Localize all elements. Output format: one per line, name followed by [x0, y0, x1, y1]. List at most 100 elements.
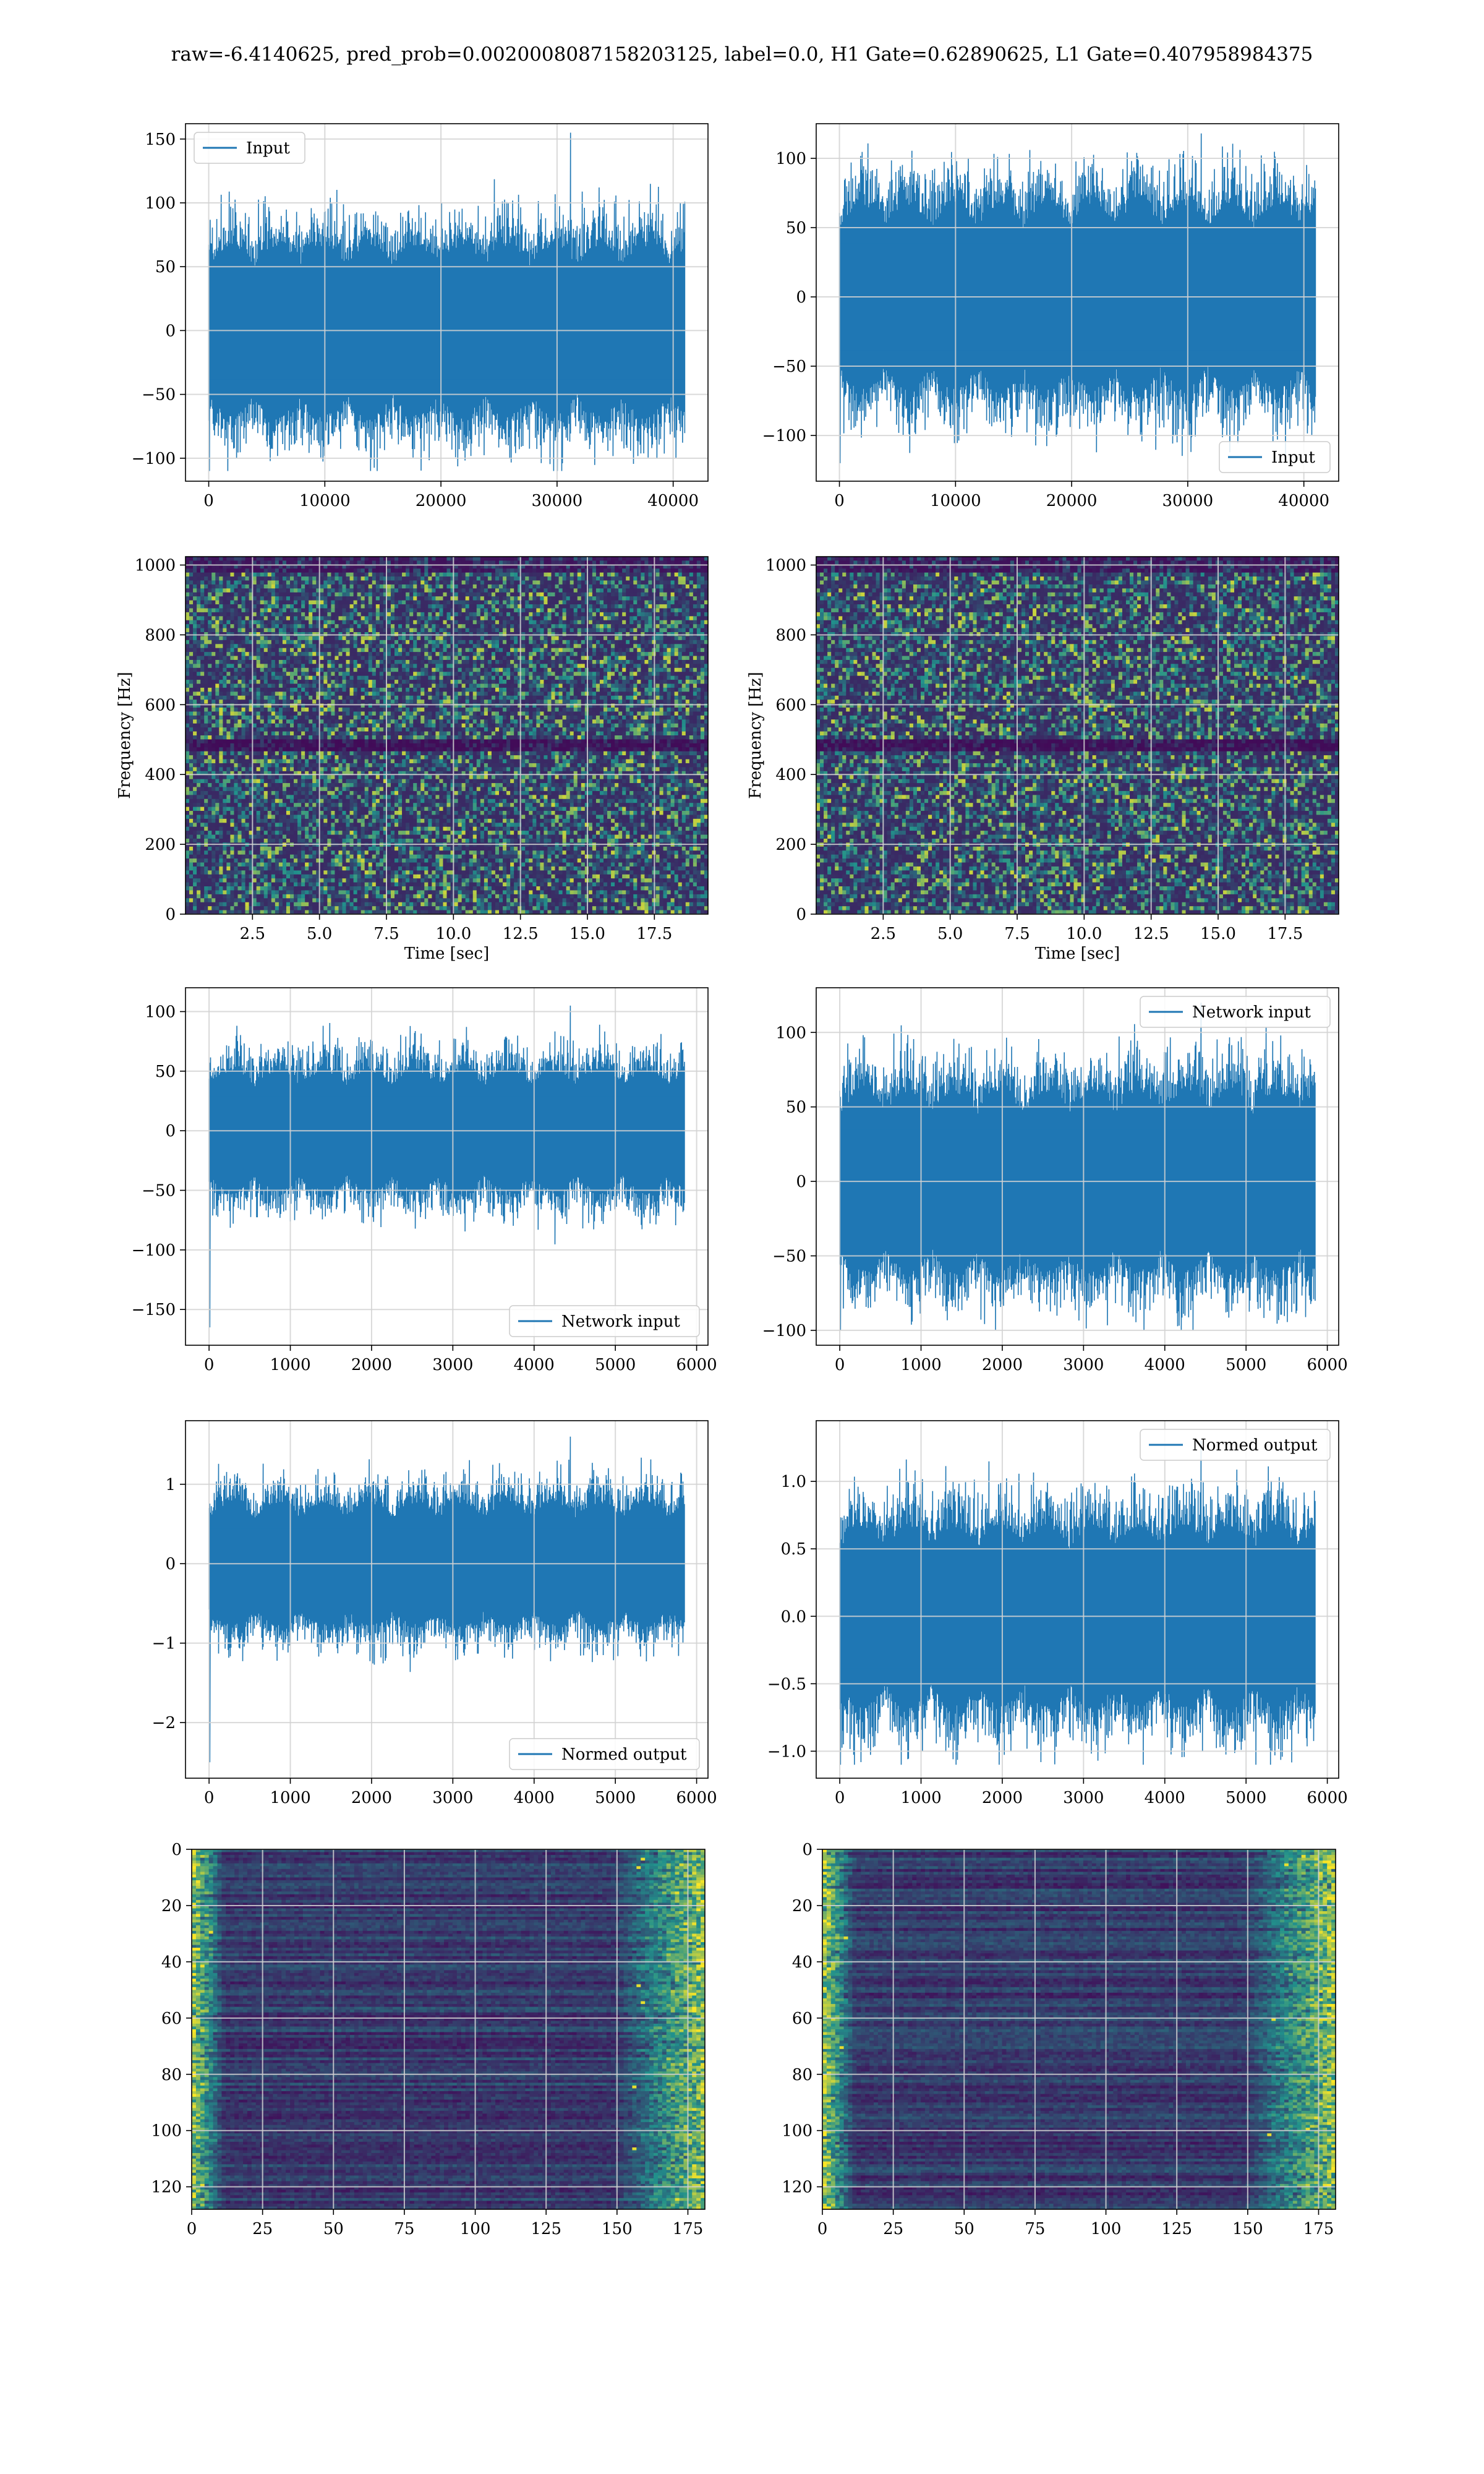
l1-input-frame	[816, 123, 1339, 482]
l1-feature-map-frame	[822, 1849, 1336, 2210]
h1-network-input-ytick-label: 100	[145, 1003, 176, 1022]
h1-normed-output-xtick-label: 0	[204, 1789, 215, 1807]
l1-input-xtick-label: 10000	[930, 492, 981, 510]
l1-network-input-xtick-label: 2000	[982, 1356, 1023, 1374]
h1-input-xtick-label: 30000	[532, 492, 583, 510]
l1-feature-map-ytick-label: 120	[782, 2178, 812, 2197]
l1-feature-map-ytick-label: 20	[792, 1897, 812, 1915]
l1-feature-map-xtick-label: 100	[1091, 2220, 1122, 2238]
l1-network-input-ytick-label: −100	[762, 1322, 806, 1340]
l1-network-input-ytick-label: 50	[786, 1098, 806, 1117]
h1-spectrogram-xtick-label: 7.5	[373, 925, 399, 943]
h1-network-input-xtick-label: 4000	[514, 1356, 555, 1374]
h1-feature-map-xtick-label: 100	[460, 2220, 491, 2238]
l1-spectrogram-ytick-label: 400	[775, 766, 806, 784]
l1-normed-output-legend: Normed output	[1140, 1429, 1331, 1461]
h1-normed-output-xtick-label: 6000	[676, 1789, 717, 1807]
h1-feature-map-xtick-label: 125	[531, 2220, 561, 2238]
h1-feature-map-ytick-label: 60	[161, 2010, 182, 2028]
figure-title: raw=-6.4140625, pred_prob=0.002000808715…	[0, 43, 1484, 66]
h1-spectrogram-xlabel: Time [sec]	[404, 944, 490, 963]
h1-input-legend: Input	[194, 132, 305, 164]
h1-network-input-ytick-label: 50	[155, 1063, 176, 1081]
h1-normed-output-axes: 0 1000 2000 3000 4000 5000 6000 −2 −1 0 1 Normed ou…	[152, 1420, 717, 1807]
l1-normed-output-xtick-label: 1000	[900, 1789, 941, 1807]
l1-spectrogram-xlabel: Time [sec]	[1035, 944, 1120, 963]
h1-network-input-legend: Network input	[509, 1305, 700, 1337]
h1-feature-map-heatmap-cells	[192, 1849, 705, 2209]
l1-feature-map-ytick-label: 80	[792, 2066, 812, 2084]
l1-input-grid	[816, 124, 1339, 481]
h1-input-ytick-label: −50	[142, 386, 176, 404]
l1-network-input-ytick-label: 100	[775, 1024, 806, 1042]
h1-feature-map-xtick-label: 175	[673, 2220, 704, 2238]
h1-input-xtick-label: 40000	[647, 492, 699, 510]
h1-network-input-xtick-label: 1000	[270, 1356, 310, 1374]
h1-network-input-xtick-label: 2000	[351, 1356, 392, 1374]
l1-network-input-ytick-label: 0	[796, 1173, 806, 1191]
h1-normed-output-xtick-label: 2000	[351, 1789, 392, 1807]
h1-normed-output-series-line	[208, 1436, 685, 1763]
h1-network-input-ytick-label: −150	[132, 1301, 176, 1319]
h1-feature-map-ytick-label: 80	[161, 2066, 182, 2084]
h1-input-ytick-label: 0	[165, 322, 176, 340]
l1-normed-output-ytick-label: 1.0	[781, 1473, 806, 1491]
l1-feature-map-xtick-label: 50	[954, 2220, 974, 2238]
l1-network-input-legend-label: Network input	[1192, 1003, 1311, 1022]
l1-feature-map-ytick-label: 0	[802, 1841, 812, 1859]
l1-normed-output-ytick-label: −1.0	[767, 1742, 806, 1761]
h1-input-xtick-label: 20000	[416, 492, 467, 510]
h1-normed-output-grid	[186, 1421, 708, 1778]
l1-normed-output-xtick-label: 3000	[1063, 1789, 1104, 1807]
l1-network-input-xtick-label: 0	[835, 1356, 845, 1374]
h1-input-legend-label: Input	[246, 139, 290, 158]
l1-network-input-xtick-label: 1000	[900, 1356, 941, 1374]
h1-network-input-xtick-label: 0	[204, 1356, 215, 1374]
h1-spectrogram-heatmap-cells	[186, 557, 708, 914]
h1-network-input-xtick-label: 5000	[595, 1356, 636, 1374]
h1-feature-map-ytick-label: 0	[171, 1841, 182, 1859]
l1-spectrogram-ylabel: Frequency [Hz]	[746, 672, 765, 799]
h1-network-input-ytick-label: −100	[132, 1241, 176, 1260]
h1-spectrogram-ytick-label: 600	[145, 696, 176, 714]
h1-input-ytick-label: 100	[145, 194, 176, 213]
l1-spectrogram-heatmap-cells	[816, 557, 1339, 914]
h1-normed-output-ytick-label: −1	[152, 1635, 176, 1653]
h1-normed-output-ytick-label: −2	[152, 1714, 176, 1732]
l1-feature-map-xtick-label: 125	[1161, 2220, 1192, 2238]
h1-network-input-ytick-label: −50	[142, 1182, 176, 1201]
l1-normed-output-xtick-label: 5000	[1226, 1789, 1266, 1807]
l1-network-input-xtick-label: 4000	[1145, 1356, 1185, 1374]
h1-network-input-ytick-label: 0	[165, 1122, 176, 1141]
h1-network-input-frame	[185, 987, 709, 1346]
l1-spectrogram-xtick-label: 12.5	[1133, 925, 1169, 943]
h1-spectrogram-xtick-label: 12.5	[503, 925, 539, 943]
h1-feature-map-axes: 0 25 50 75 100 125 150 175 0 20 40 60 80 100 120	[151, 1841, 706, 2238]
h1-normed-output-frame	[185, 1420, 709, 1779]
l1-input-xtick-label: 40000	[1278, 492, 1329, 510]
h1-normed-output-xtick-label: 5000	[595, 1789, 636, 1807]
l1-normed-output-xtick-label: 0	[835, 1789, 845, 1807]
l1-input-axes: 0 10000 20000 30000 40000 −100 −50 0 50 100 Input	[762, 123, 1339, 510]
l1-feature-map-xtick-label: 0	[817, 2220, 828, 2238]
h1-spectrogram-ytick-label: 0	[165, 905, 176, 924]
l1-spectrogram-xtick-label: 17.5	[1267, 925, 1303, 943]
h1-input-grid	[186, 124, 708, 481]
h1-spectrogram-xtick-label: 5.0	[307, 925, 332, 943]
l1-network-input-ytick-label: −50	[772, 1248, 806, 1266]
l1-input-ytick-label: −50	[772, 357, 806, 376]
l1-network-input-legend: Network input	[1140, 996, 1331, 1028]
l1-normed-output-grid	[816, 1421, 1339, 1778]
h1-feature-map-ytick-label: 20	[161, 1897, 182, 1915]
l1-spectrogram-xtick-label: 5.0	[937, 925, 963, 943]
l1-spectrogram-xtick-label: 10.0	[1066, 925, 1102, 943]
h1-feature-map-xtick-label: 150	[602, 2220, 633, 2238]
l1-normed-output-xtick-label: 2000	[982, 1789, 1023, 1807]
l1-input-ytick-label: 50	[786, 219, 806, 238]
h1-network-input-legend-label: Network input	[561, 1312, 680, 1331]
l1-spectrogram-ytick-label: 600	[775, 696, 806, 714]
l1-feature-map-ytick-label: 100	[782, 2122, 812, 2141]
l1-normed-output-ytick-label: −0.5	[767, 1675, 806, 1693]
l1-spectrogram-xtick-label: 7.5	[1004, 925, 1030, 943]
